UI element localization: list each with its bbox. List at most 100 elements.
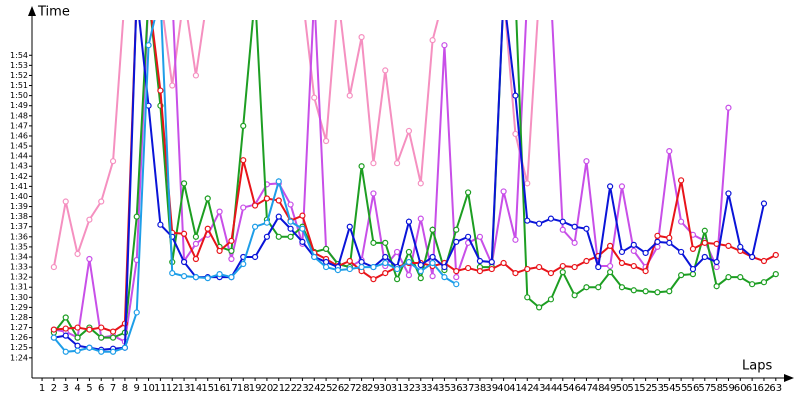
y-tick-label: 1:50 bbox=[10, 91, 28, 100]
x-tick-label: 53 bbox=[651, 383, 664, 394]
lap-point bbox=[311, 94, 318, 101]
lap-point bbox=[524, 217, 531, 224]
lap-point bbox=[772, 251, 779, 259]
lap-point bbox=[465, 233, 472, 240]
y-tick-label: 1:34 bbox=[10, 252, 28, 261]
lap-point bbox=[382, 270, 389, 277]
lap-point bbox=[275, 213, 282, 220]
lap-point bbox=[760, 200, 768, 207]
x-tick-label: 2 bbox=[51, 383, 57, 394]
lap-point bbox=[701, 253, 708, 261]
lap-point bbox=[607, 262, 614, 270]
lap-point bbox=[346, 265, 353, 273]
lap-point bbox=[642, 249, 649, 257]
lap-point bbox=[441, 274, 448, 281]
lap-point bbox=[180, 230, 188, 237]
lap-point bbox=[180, 258, 188, 266]
lap-point bbox=[429, 253, 436, 261]
lap-point bbox=[145, 42, 152, 49]
y-tick-label: 1:29 bbox=[10, 303, 28, 312]
lap-point bbox=[701, 227, 708, 234]
lap-point bbox=[216, 247, 223, 255]
y-axis-label: Time bbox=[37, 5, 70, 20]
lap-point bbox=[133, 309, 140, 316]
x-tick-label: 13 bbox=[178, 383, 191, 394]
lap-point bbox=[275, 197, 282, 204]
lap-point bbox=[429, 37, 436, 44]
lap-point bbox=[358, 258, 365, 266]
lap-point bbox=[476, 257, 484, 265]
lap-point bbox=[86, 326, 93, 333]
plot-area bbox=[50, 20, 779, 355]
lap-point bbox=[228, 255, 235, 263]
lap-point bbox=[453, 267, 460, 275]
y-tick-label: 1:40 bbox=[10, 192, 28, 201]
lap-point bbox=[607, 269, 614, 276]
lap-point bbox=[346, 257, 353, 265]
lap-point bbox=[417, 267, 424, 275]
lap-point bbox=[358, 34, 365, 41]
lap-point bbox=[299, 212, 306, 219]
x-axis-label: Laps bbox=[742, 359, 772, 374]
lap-point bbox=[595, 263, 602, 271]
lap-point bbox=[417, 180, 424, 187]
x-tick-label: 42 bbox=[521, 383, 534, 394]
y-tick-label: 1:52 bbox=[10, 71, 28, 80]
x-tick-label: 62 bbox=[758, 383, 771, 394]
lap-point bbox=[666, 234, 673, 241]
lap-point bbox=[299, 238, 306, 245]
x-tick-label: 58 bbox=[710, 383, 723, 394]
x-tick-label: 55 bbox=[675, 383, 688, 394]
lap-point bbox=[760, 257, 768, 265]
y-tick-label: 1:43 bbox=[10, 162, 28, 171]
lap-point bbox=[192, 233, 200, 240]
x-tick-label: 36 bbox=[450, 383, 463, 394]
lap-point bbox=[512, 270, 519, 277]
lap-point bbox=[583, 158, 590, 165]
lap-point bbox=[559, 269, 566, 276]
lap-point bbox=[157, 87, 164, 94]
lap-point bbox=[382, 253, 389, 261]
lap-point bbox=[559, 226, 566, 233]
lap-point bbox=[654, 232, 661, 239]
x-tick-label: 61 bbox=[746, 383, 759, 394]
lap-point bbox=[50, 263, 57, 271]
lap-point bbox=[216, 271, 223, 278]
lap-point bbox=[382, 67, 389, 74]
lap-point bbox=[62, 348, 69, 355]
lap-point bbox=[512, 92, 519, 99]
x-tick-label: 31 bbox=[391, 383, 404, 394]
x-tick-label: 21 bbox=[272, 383, 285, 394]
lap-point bbox=[453, 281, 460, 288]
x-tick-label: 1 bbox=[39, 383, 45, 394]
lap-point bbox=[204, 195, 211, 202]
lap-point bbox=[240, 204, 247, 211]
y-tick-label: 1:35 bbox=[10, 242, 28, 251]
lap-point bbox=[251, 223, 259, 230]
lap-point bbox=[536, 304, 543, 311]
lap-point bbox=[666, 239, 673, 246]
x-tick-label: 9 bbox=[134, 383, 140, 394]
lap-point bbox=[607, 242, 614, 249]
x-arrow bbox=[784, 374, 794, 382]
x-tick-label: 10 bbox=[142, 383, 155, 394]
lap-point bbox=[536, 220, 543, 227]
x-tick-label: 40 bbox=[497, 383, 510, 394]
x-tick-label: 52 bbox=[639, 383, 652, 394]
lap-point bbox=[393, 265, 401, 273]
lap-point bbox=[559, 218, 566, 225]
x-tick-label: 3 bbox=[63, 383, 69, 394]
lap-point bbox=[666, 288, 673, 295]
lap-point bbox=[322, 258, 330, 266]
lap-point bbox=[109, 348, 117, 355]
lap-point bbox=[228, 247, 235, 255]
lap-point bbox=[713, 258, 720, 266]
lap-point bbox=[441, 42, 448, 49]
lap-point bbox=[275, 178, 282, 185]
lap-point bbox=[62, 332, 69, 339]
y-tick-label: 1:25 bbox=[10, 343, 28, 352]
x-tick-label: 6 bbox=[98, 383, 104, 394]
lap-point bbox=[737, 274, 744, 281]
x-tick-label: 4 bbox=[74, 383, 80, 394]
x-tick-label: 45 bbox=[556, 383, 569, 394]
